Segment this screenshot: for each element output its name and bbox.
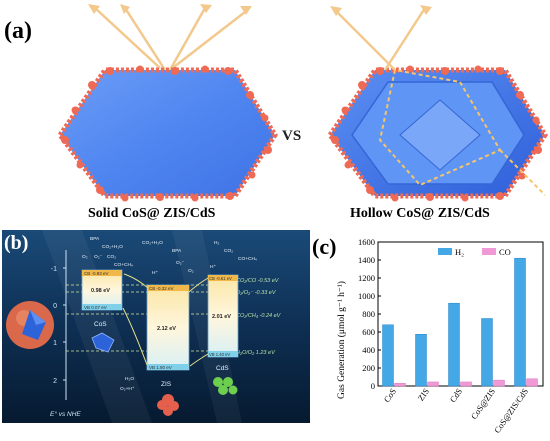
cds-species-co2: CO₂ [224, 248, 233, 254]
cds-sphere-icon [213, 377, 238, 395]
light-rays-hollow [334, 7, 427, 71]
bar-h2 [448, 302, 460, 387]
cos-species-co2: CO₂ [107, 254, 116, 260]
potential-o2-o2minus: O₂/O₂⁻ -0.33 eV [236, 290, 277, 296]
bar-h2 [415, 334, 427, 387]
x-category-label: ZIS [416, 386, 432, 402]
light-rays-solid [94, 7, 246, 71]
y-tick-label: 1600 [358, 237, 375, 247]
cos-vb: VB 0.07 eV [84, 305, 107, 310]
axis-label: E° vs NHE [50, 410, 81, 418]
zis-cb: CB -0.32 eV [149, 286, 174, 291]
cds-vb: VB 1.40 eV [209, 352, 230, 357]
cos-gap: 0.98 eV [91, 288, 110, 294]
cds-band [207, 274, 239, 358]
zis-species-o2h: O₂+H⁺ [120, 386, 135, 392]
potential-co2-ch4: CO₂/CH₄ -0.24 eV [236, 313, 282, 319]
zis-species-h: H⁺ [152, 270, 158, 276]
potential-h2o-o2: H₂O/O₂ 1.23 eV [236, 350, 276, 356]
cds-cb: CB -0.61 eV [209, 276, 232, 281]
cos-cube-icon [91, 332, 115, 353]
cos-species-coch4: CO+CH₄ [114, 262, 133, 268]
tick-0: 0 [53, 303, 57, 310]
bar-co [526, 378, 538, 387]
panel-b-band-diagram: -1 0 1 2 E° vs NHE CO₂/CO -0.53 eV O₂/O₂… [2, 230, 310, 423]
solid-hexagon [56, 67, 278, 199]
scattered-light-path [378, 69, 546, 196]
y-tick-label: 1000 [358, 291, 375, 301]
bar-h2 [481, 318, 493, 387]
zis-band [146, 284, 190, 371]
cos-species-o2minus: O₂⁻ [94, 254, 103, 260]
y-tick-label: 800 [362, 309, 375, 319]
cos-cb: CB -0.93 eV [84, 271, 109, 276]
y-tick-label: 200 [362, 363, 375, 373]
cds-species-coch4: CO+CH₄ [238, 256, 257, 262]
y-tick-label: 1200 [358, 273, 375, 283]
bar-h2 [514, 257, 526, 387]
cos-species-o2: O₂ [82, 254, 88, 260]
bar-co [427, 381, 439, 387]
panel-b-label: (b) [4, 232, 29, 254]
cos-species-co2h2o: CO₂+H₂O [102, 244, 123, 250]
hollow-particle-sphere [6, 301, 54, 349]
inner-cube [399, 99, 481, 171]
axis-ticks [63, 267, 66, 381]
cds-gap: 2.01 eV [212, 314, 231, 320]
y-tick-label: 0 [371, 381, 375, 391]
hollow-caption: Hollow CoS@ ZIS/CdS [350, 206, 490, 221]
y-axis-title: Gas Generation (μmol g⁻¹ h⁻¹) [336, 281, 347, 399]
cds-species-h: H⁺ [210, 264, 216, 270]
x-category-label: CoS@ZIS/CdS [492, 386, 530, 435]
vs-label: VS [282, 128, 302, 144]
hollow-particles [331, 65, 542, 202]
legend-swatch-co [482, 248, 496, 255]
zis-flower-icon [157, 394, 179, 416]
zis-gap: 2.12 eV [157, 326, 176, 332]
zis-species-h2o: H₂O [125, 376, 134, 382]
x-category-label: CdS [448, 386, 465, 404]
zis-vb: VB 1.80 eV [149, 365, 172, 370]
tick-2: 2 [53, 378, 57, 385]
cds-label: CdS [216, 365, 229, 372]
legend-label-h2: H₂ [455, 247, 464, 257]
cos-label: CoS [94, 321, 107, 328]
tick-neg1: -1 [51, 266, 57, 273]
panel-a-illustration [56, 4, 548, 202]
y-tick-label: 400 [362, 345, 375, 355]
zis-species-o2minus: O₂⁻ [176, 260, 185, 266]
tick-1: 1 [53, 340, 57, 347]
y-tick-label: 600 [362, 327, 375, 337]
bar-co [394, 383, 406, 387]
legend-swatch-h2 [438, 248, 452, 255]
zis-species-co2h2o: CO₂+H₂O [142, 240, 163, 246]
panel-a-label: (a) [4, 18, 32, 44]
x-category-label: CoS [382, 386, 399, 404]
bar-co [493, 379, 505, 387]
x-category-label: CoS@ZIS [469, 386, 498, 421]
potential-co2-co: CO₂/CO -0.53 eV [236, 278, 280, 284]
zis-species-o2: O₂ [188, 268, 194, 274]
panel-c-label: (c) [312, 234, 337, 259]
y-tick-label: 1400 [358, 255, 375, 265]
zis-label: ZIS [161, 381, 172, 388]
cds-species-h2: H₂ [214, 240, 219, 246]
bar-h2 [382, 324, 394, 387]
solid-caption: Solid CoS@ ZIS/CdS [88, 206, 216, 221]
cos-species-bpa: BPA [90, 236, 100, 242]
zis-species-bpa: BPA [172, 248, 182, 254]
bar-co [460, 381, 472, 387]
legend-label-co: CO [499, 247, 511, 257]
solid-particles [61, 65, 272, 202]
